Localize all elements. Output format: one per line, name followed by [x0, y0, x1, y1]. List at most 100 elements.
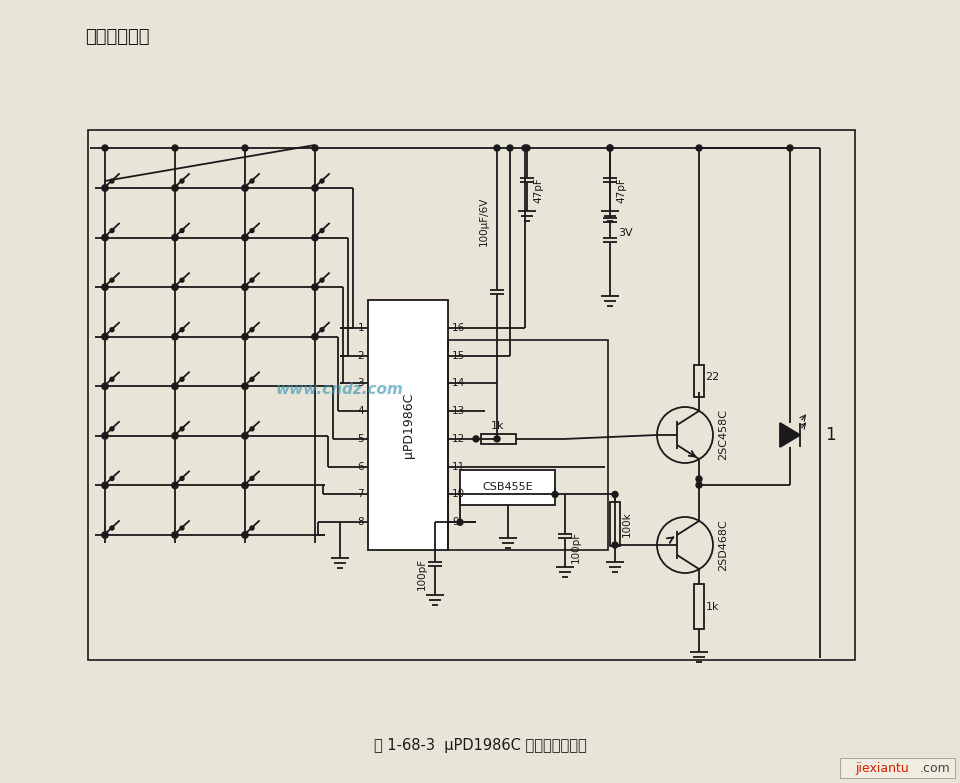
- Circle shape: [172, 532, 179, 538]
- Circle shape: [242, 433, 249, 439]
- Bar: [460, 470, 555, 505]
- Circle shape: [312, 185, 318, 191]
- Circle shape: [110, 377, 114, 381]
- Circle shape: [180, 229, 184, 233]
- Bar: [481, 434, 516, 444]
- Text: 47pF: 47pF: [616, 177, 626, 203]
- Text: 100μF/6V: 100μF/6V: [479, 197, 489, 246]
- Circle shape: [242, 234, 249, 240]
- Circle shape: [612, 542, 618, 548]
- Text: jiexiantu: jiexiantu: [855, 762, 909, 775]
- Circle shape: [172, 433, 179, 439]
- Circle shape: [180, 526, 184, 530]
- Circle shape: [102, 532, 108, 538]
- Circle shape: [507, 145, 513, 151]
- Circle shape: [312, 234, 318, 240]
- Bar: [840, 758, 955, 778]
- Text: 100pF: 100pF: [417, 558, 427, 590]
- Circle shape: [102, 145, 108, 151]
- Circle shape: [180, 328, 184, 332]
- Circle shape: [312, 334, 318, 340]
- Circle shape: [110, 229, 114, 233]
- Circle shape: [552, 492, 558, 497]
- Text: 7: 7: [357, 489, 364, 500]
- Text: 2SC458C: 2SC458C: [718, 410, 728, 460]
- Circle shape: [102, 284, 108, 290]
- Circle shape: [320, 278, 324, 282]
- Circle shape: [250, 179, 254, 183]
- Circle shape: [110, 179, 114, 183]
- Circle shape: [172, 383, 179, 389]
- Bar: [694, 365, 704, 397]
- Circle shape: [180, 476, 184, 481]
- Text: 1k: 1k: [492, 421, 505, 431]
- Text: 10: 10: [452, 489, 466, 500]
- Text: www.cndz.com: www.cndz.com: [276, 383, 404, 398]
- Circle shape: [696, 482, 702, 488]
- Circle shape: [696, 145, 702, 151]
- Circle shape: [607, 145, 613, 151]
- Text: 12: 12: [452, 434, 466, 444]
- Circle shape: [320, 179, 324, 183]
- Circle shape: [102, 234, 108, 240]
- Circle shape: [172, 145, 178, 151]
- Circle shape: [180, 278, 184, 282]
- Circle shape: [172, 234, 179, 240]
- Text: CSB455E: CSB455E: [482, 482, 533, 493]
- Circle shape: [250, 278, 254, 282]
- Circle shape: [607, 145, 613, 151]
- Circle shape: [473, 436, 479, 442]
- Circle shape: [494, 436, 500, 442]
- Circle shape: [102, 433, 108, 439]
- Bar: [88, 130, 855, 660]
- Text: 16: 16: [452, 323, 466, 333]
- Bar: [448, 340, 608, 550]
- Circle shape: [250, 229, 254, 233]
- Circle shape: [172, 482, 179, 489]
- Text: μPD1986C: μPD1986C: [401, 392, 415, 458]
- Circle shape: [110, 278, 114, 282]
- Text: 6: 6: [357, 462, 364, 471]
- Text: 4: 4: [357, 406, 364, 416]
- Text: 图 1-68-3  μPD1986C 典型应用电路图: 图 1-68-3 μPD1986C 典型应用电路图: [373, 738, 587, 753]
- Text: 1: 1: [825, 426, 835, 444]
- Circle shape: [242, 334, 249, 340]
- Circle shape: [110, 328, 114, 332]
- Text: 8: 8: [357, 518, 364, 527]
- Circle shape: [457, 519, 463, 525]
- Circle shape: [242, 284, 249, 290]
- Circle shape: [242, 145, 248, 151]
- Circle shape: [242, 185, 249, 191]
- Circle shape: [110, 427, 114, 431]
- Circle shape: [524, 145, 530, 151]
- Text: .com: .com: [920, 762, 950, 775]
- Text: 5: 5: [357, 434, 364, 444]
- Circle shape: [172, 185, 179, 191]
- Text: 3V: 3V: [618, 228, 633, 238]
- Text: 1: 1: [357, 323, 364, 333]
- Circle shape: [250, 377, 254, 381]
- Circle shape: [102, 185, 108, 191]
- Text: 11: 11: [452, 462, 466, 471]
- Text: 100pF: 100pF: [571, 530, 581, 562]
- Circle shape: [312, 284, 318, 290]
- Circle shape: [172, 284, 179, 290]
- Circle shape: [250, 526, 254, 530]
- Circle shape: [320, 328, 324, 332]
- Text: 22: 22: [705, 372, 719, 382]
- Circle shape: [242, 482, 249, 489]
- Circle shape: [250, 328, 254, 332]
- Circle shape: [172, 334, 179, 340]
- Text: 3: 3: [357, 378, 364, 388]
- Text: 14: 14: [452, 378, 466, 388]
- Circle shape: [250, 476, 254, 481]
- Bar: [694, 584, 704, 629]
- Text: 15: 15: [452, 351, 466, 360]
- Text: 2: 2: [357, 351, 364, 360]
- Circle shape: [312, 145, 318, 151]
- Circle shape: [242, 532, 249, 538]
- Polygon shape: [780, 423, 800, 447]
- Circle shape: [110, 476, 114, 481]
- Text: 1k: 1k: [706, 601, 719, 612]
- Circle shape: [102, 334, 108, 340]
